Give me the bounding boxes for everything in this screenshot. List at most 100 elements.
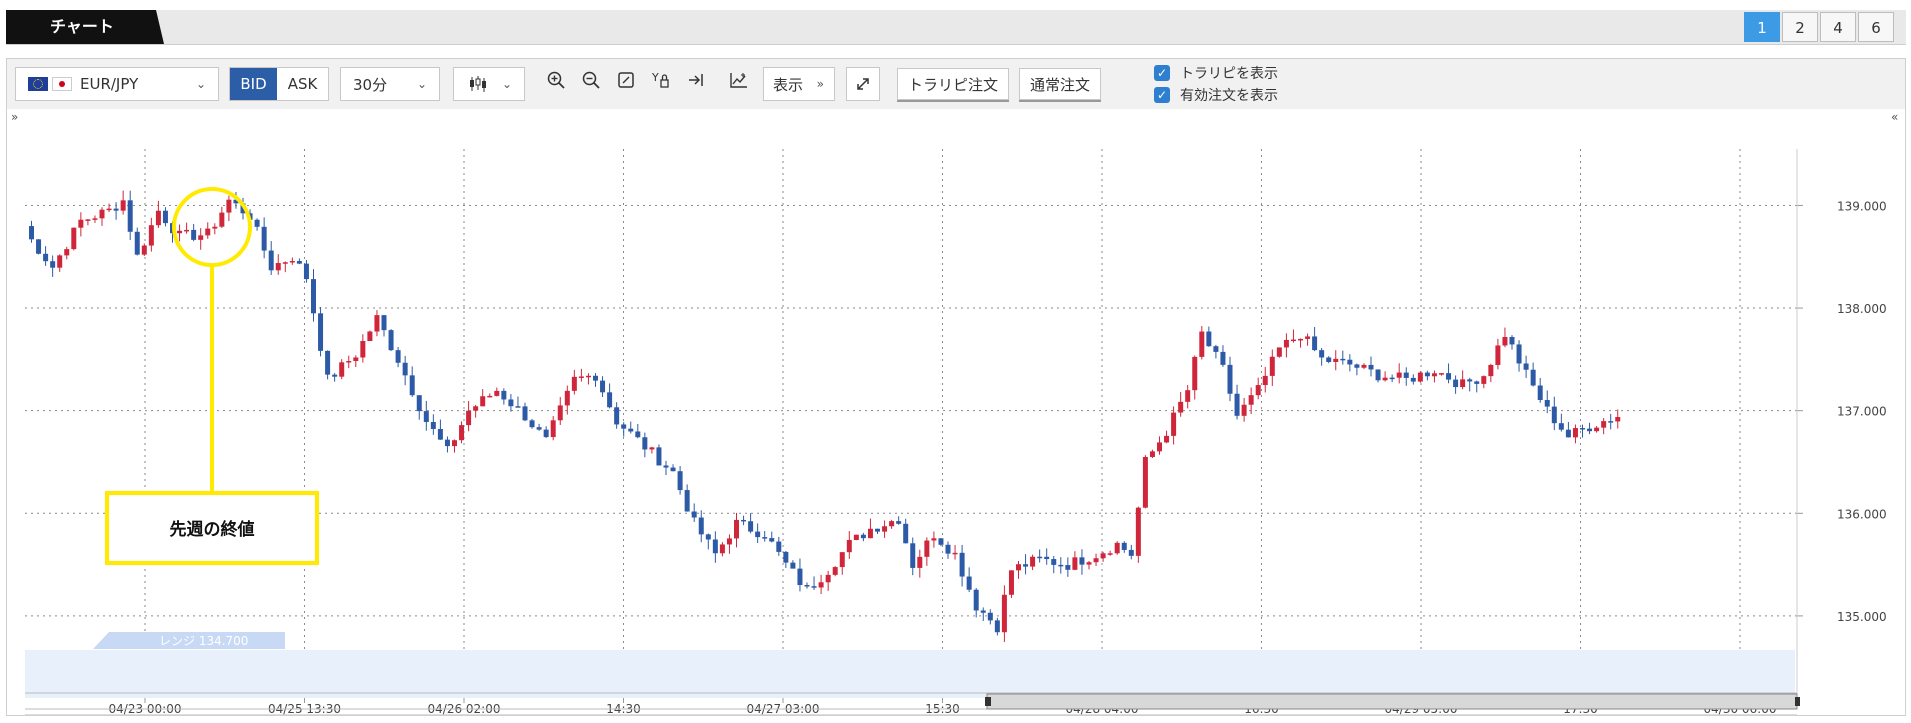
scroll-thumb[interactable] — [986, 693, 1798, 710]
candle-body — [1312, 336, 1318, 351]
period-select[interactable]: 30分 ⌄ — [340, 67, 440, 101]
candle-body — [268, 250, 274, 271]
candle-body — [783, 551, 789, 563]
candle-body — [748, 521, 754, 532]
candle-body — [564, 390, 570, 406]
candle-body — [466, 410, 472, 426]
show-trailing-checkbox-row[interactable]: ✓ トラリピを表示 — [1154, 63, 1278, 83]
candle-body — [628, 428, 634, 432]
candle-body — [64, 249, 70, 256]
candle-body — [734, 519, 739, 539]
candle-body — [1262, 375, 1268, 386]
candle-body — [261, 226, 267, 251]
tab-chart[interactable]: チャート — [6, 10, 164, 44]
layout-button-1[interactable]: 1 — [1744, 12, 1780, 42]
scroll-navigator[interactable] — [7, 683, 1905, 715]
display-menu[interactable]: 表示 » — [763, 67, 835, 101]
candle-body — [529, 420, 535, 428]
y-axis-icon[interactable]: Y — [645, 67, 677, 101]
zoom-in-icon[interactable] — [540, 67, 572, 101]
candle-body — [1030, 556, 1036, 567]
candle-body — [1572, 428, 1578, 438]
candle-body — [973, 589, 979, 611]
candle-body — [57, 255, 63, 268]
chart-type-select[interactable]: ⌄ — [453, 67, 525, 101]
show-active-orders-checkbox-row[interactable]: ✓ 有効注文を表示 — [1154, 85, 1278, 105]
candle-body — [388, 330, 394, 351]
candle-body — [649, 447, 655, 450]
scroll-handle-left[interactable] — [985, 697, 991, 706]
candle-body — [1171, 412, 1177, 436]
scroll-end-icon[interactable] — [680, 67, 712, 101]
checkbox-checked-icon[interactable]: ✓ — [1154, 87, 1170, 103]
candle-body — [762, 537, 768, 539]
candle-body — [1565, 429, 1571, 438]
candle-body — [557, 405, 563, 421]
candle-body — [1403, 372, 1409, 378]
candle-body — [1544, 399, 1550, 407]
candle-body — [212, 226, 218, 229]
symbol-select[interactable]: EUR/JPY ⌄ — [15, 67, 219, 101]
layout-button-2[interactable]: 2 — [1782, 12, 1818, 42]
expand-button[interactable] — [846, 67, 880, 101]
candle-body — [691, 511, 697, 518]
candle-body — [254, 219, 260, 227]
bid-button[interactable]: BID — [230, 68, 278, 100]
candle-body — [226, 199, 232, 213]
candle-body — [1361, 364, 1367, 368]
collapse-left-icon[interactable]: » — [11, 110, 18, 124]
candle-body — [1460, 379, 1466, 388]
candle-body — [889, 521, 895, 527]
layout-button-6[interactable]: 6 — [1858, 12, 1894, 42]
checkbox-checked-icon[interactable]: ✓ — [1154, 65, 1170, 81]
candle-body — [155, 210, 161, 226]
candle-body — [726, 538, 732, 545]
scroll-handle-right[interactable] — [1795, 697, 1800, 706]
candle-body — [113, 208, 119, 211]
show-trailing-label: トラリピを表示 — [1180, 66, 1278, 82]
fit-icon[interactable] — [610, 67, 642, 101]
range-label: レンジ 134.700 — [159, 634, 248, 648]
layout-button-4[interactable]: 4 — [1820, 12, 1856, 42]
candle-body — [1248, 395, 1254, 405]
candle-body — [303, 263, 309, 280]
candle-body — [1164, 435, 1170, 443]
candle-body — [275, 263, 281, 271]
candle-body — [677, 471, 683, 491]
price-chart[interactable]: レンジ 134.700 139.000 138.000 137.000 136.000… — [7, 109, 1905, 715]
candle-body — [867, 528, 873, 539]
candle-body — [818, 582, 824, 588]
candle-body — [1467, 379, 1473, 382]
trailing-order-button[interactable]: トラリピ注文 — [897, 68, 1010, 100]
candle-body — [987, 612, 993, 621]
candle-body — [621, 424, 627, 429]
candle-body — [1495, 345, 1501, 365]
candle-body — [1157, 442, 1162, 452]
candle-body — [1044, 556, 1050, 560]
candle-body — [99, 209, 105, 219]
candle-body — [1551, 406, 1557, 424]
collapse-right-icon[interactable]: « — [1891, 110, 1898, 124]
candle-body — [1439, 373, 1444, 375]
candle-body — [1347, 359, 1353, 365]
candle-body — [656, 447, 662, 466]
y-tick-label: 135.000 — [1837, 610, 1887, 624]
candle-body — [444, 439, 450, 447]
candle-body — [480, 396, 486, 407]
annotation-box — [105, 491, 319, 565]
candle-body — [416, 395, 422, 412]
normal-order-button[interactable]: 通常注文 — [1019, 68, 1102, 100]
expand-icon — [857, 78, 869, 90]
candle-body — [1128, 549, 1134, 556]
indicator-icon[interactable] — [723, 67, 755, 101]
candle-body — [882, 526, 888, 532]
zoom-out-icon[interactable] — [575, 67, 607, 101]
candle-body — [1354, 364, 1360, 368]
candles — [29, 190, 1621, 642]
candle-body — [839, 552, 845, 568]
candle-body — [917, 556, 923, 568]
candle-body — [92, 218, 98, 220]
candle-body — [741, 519, 747, 522]
ask-button[interactable]: ASK — [287, 75, 318, 93]
candle-body — [1178, 401, 1184, 413]
